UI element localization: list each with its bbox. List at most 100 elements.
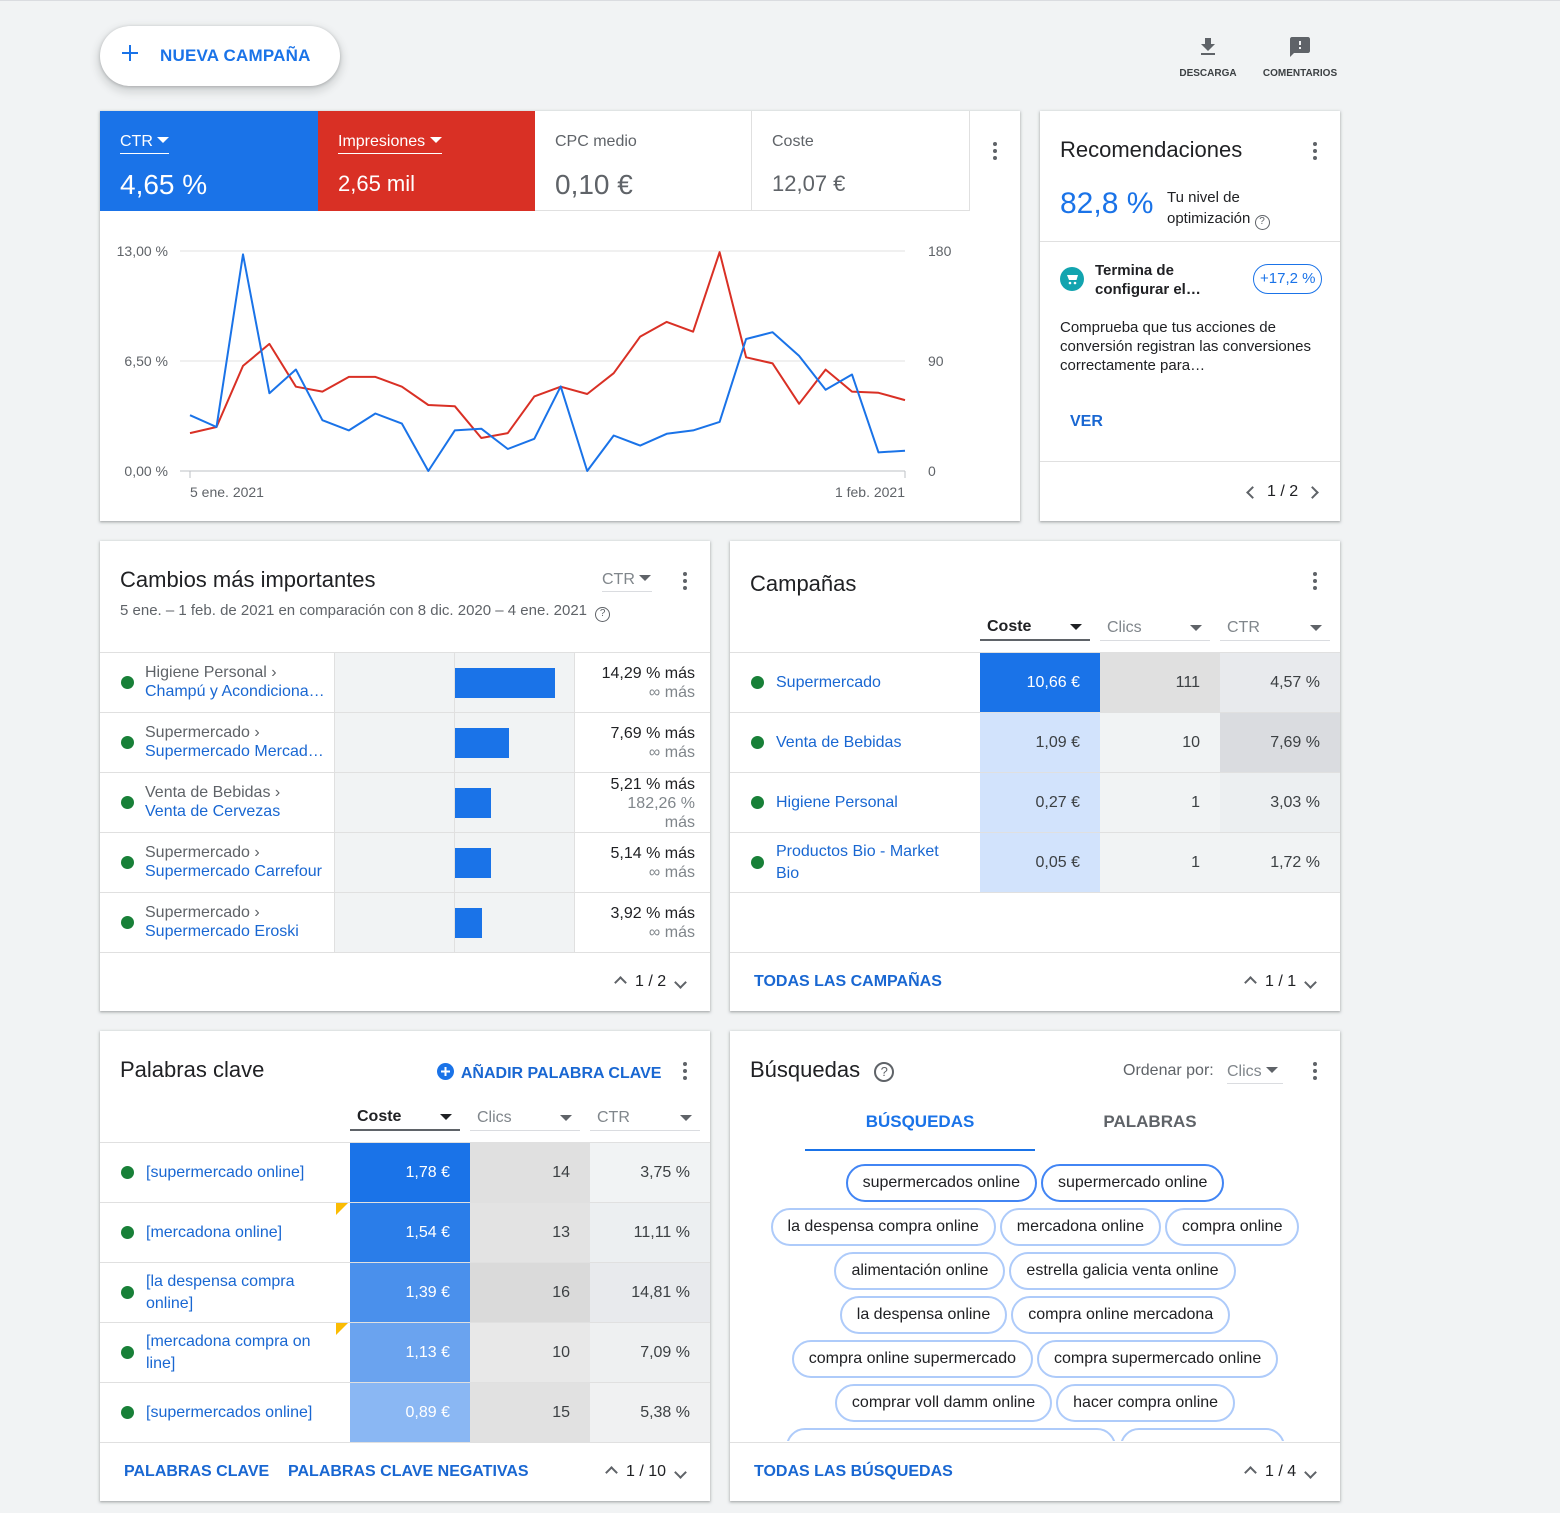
campaign-row[interactable]: Productos Bio - Market Bio 0,05 €1 1,72 % [730, 832, 1340, 893]
search-term-chip[interactable]: alimentación online [834, 1252, 1006, 1290]
keyword-row[interactable]: [mercadona online] 1,54 €13 11,11 % [100, 1202, 710, 1263]
search-term-chip[interactable]: compra supermercado online [1037, 1340, 1279, 1378]
change-bar [455, 848, 491, 878]
searches-more-icon[interactable] [1303, 1059, 1327, 1083]
search-term-chip[interactable] [785, 1428, 1116, 1441]
tab-searches[interactable]: BÚSQUEDAS [805, 1103, 1035, 1151]
campaign-name-link[interactable]: Venta de Bebidas [776, 734, 902, 751]
changes-row[interactable]: Supermercado › Supermercado Mercad… 7,69 %… [100, 712, 710, 772]
campaign-name-link[interactable]: Productos Bio - Market Bio [776, 843, 939, 882]
changes-row[interactable]: Venta de Bebidas › Venta de Cervezas 5,21 … [100, 772, 710, 832]
status-dot [121, 1406, 134, 1419]
search-term-chip[interactable]: supermercado online [1041, 1164, 1225, 1202]
chevron-down-icon[interactable] [1304, 1465, 1318, 1479]
search-term-chip[interactable]: compra online supermercado [791, 1340, 1033, 1378]
keywords-more-icon[interactable] [673, 1059, 697, 1083]
chevron-up-icon[interactable] [614, 975, 627, 989]
search-term-chip[interactable]: hacer compra online [1056, 1384, 1236, 1422]
search-term-chip[interactable]: la despensa compra online [770, 1208, 996, 1246]
changes-more-icon[interactable] [673, 569, 697, 593]
chevron-left-icon[interactable] [1246, 485, 1259, 499]
search-term-chip[interactable]: estrella galicia venta online [1009, 1252, 1236, 1290]
keyword-clicks: 15 [470, 1383, 590, 1443]
new-campaign-button[interactable]: NUEVA CAMPAÑA [100, 26, 340, 86]
performance-more-icon[interactable] [983, 139, 1007, 163]
keywords-link[interactable]: PALABRAS CLAVE [124, 1463, 270, 1480]
changes-metric-select[interactable]: CTR [602, 571, 652, 592]
keywords-col-clicks[interactable]: Clics [470, 1105, 580, 1131]
chip-row-partial [750, 1425, 1320, 1441]
change-child-link[interactable]: Champú y Acondiciona… [145, 683, 325, 700]
status-dot [751, 736, 764, 749]
status-dot [121, 856, 134, 869]
keyword-row[interactable]: [supermercados online] 0,89 €15 5,38 % [100, 1382, 710, 1443]
search-term-chip[interactable]: comprar voll damm online [834, 1384, 1053, 1422]
keyword-link[interactable]: [mercadona online] [146, 1224, 283, 1241]
download-button[interactable]: DESCARGA [1172, 31, 1244, 83]
help-icon[interactable]: ? [874, 1062, 895, 1082]
search-term-chip[interactable]: la despensa online [839, 1296, 1008, 1334]
metric-tile-cost[interactable]: Coste 12,07 € [752, 111, 970, 211]
sort-by-select[interactable]: Clics [1227, 1063, 1283, 1084]
chevron-down-icon[interactable] [674, 1465, 687, 1479]
help-icon[interactable]: ? [1254, 215, 1270, 230]
help-icon[interactable]: ? [595, 607, 611, 622]
chevron-up-icon[interactable] [605, 1465, 618, 1479]
search-term-chip[interactable]: supermercados online [845, 1164, 1037, 1202]
all-campaigns-link[interactable]: TODAS LAS CAMPAÑAS [754, 973, 942, 990]
campaigns-col-cost[interactable]: Coste [980, 615, 1090, 641]
recommendation-view-button[interactable]: VER [1070, 413, 1103, 430]
comments-button[interactable]: COMENTARIOS [1258, 31, 1342, 83]
keyword-link[interactable]: [supermercados online] [146, 1404, 313, 1421]
chevron-down-icon[interactable] [674, 975, 688, 989]
searches-page-count: 1 / 4 [1265, 1463, 1297, 1480]
campaigns-col-clicks[interactable]: Clics [1100, 615, 1210, 641]
changes-row[interactable]: Higiene Personal › Champú y Acondiciona… 1… [100, 652, 710, 712]
comments-label: COMENTARIOS [1262, 68, 1338, 79]
keyword-row[interactable]: [mercadona compra on line] 1,13 €10 7,09 % [100, 1322, 710, 1383]
keywords-col-cost[interactable]: Coste [350, 1105, 460, 1131]
metric-tile-cpc[interactable]: CPC medio 0,10 € [535, 111, 752, 211]
keyword-cost: 1,78 € [350, 1143, 470, 1203]
metric-tile-impressions[interactable]: Impresiones 2,65 mil [318, 111, 535, 211]
search-term-chip[interactable]: compra online mercadona [1011, 1296, 1231, 1334]
campaign-row[interactable]: Higiene Personal 0,27 €1 3,03 % [730, 772, 1340, 833]
changes-row[interactable]: Supermercado › Supermercado Carrefour 5,14… [100, 832, 710, 892]
chip-row: alimentación online estrella galicia vent… [750, 1249, 1320, 1293]
keyword-row[interactable]: [supermercado online] 1,78 €14 3,75 % [100, 1142, 710, 1203]
metric-tile-ctr[interactable]: CTR 4,65 % [100, 111, 318, 211]
chevron-up-icon[interactable] [1244, 1465, 1257, 1479]
negative-keywords-link[interactable]: PALABRAS CLAVE NEGATIVAS [288, 1463, 529, 1480]
campaigns-more-icon[interactable] [1303, 569, 1327, 593]
change-child-link[interactable]: Supermercado Carrefour [145, 863, 322, 880]
search-term-chip[interactable] [1119, 1428, 1285, 1441]
chevron-right-icon[interactable] [1306, 485, 1320, 499]
campaign-row[interactable]: Supermercado 10,66 €111 4,57 % [730, 652, 1340, 713]
add-keyword-button[interactable]: AÑADIR PALABRA CLAVE [437, 1063, 661, 1083]
keyword-link[interactable]: [mercadona compra on line] [146, 1333, 311, 1372]
chevron-up-icon[interactable] [1244, 975, 1257, 989]
campaign-row[interactable]: Venta de Bebidas 1,09 €10 7,69 % [730, 712, 1340, 773]
change-child-link[interactable]: Venta de Cervezas [145, 803, 281, 820]
change-child-link[interactable]: Supermercado Mercad… [145, 743, 324, 760]
campaigns-col-ctr[interactable]: CTR [1220, 615, 1330, 641]
recommendation-item-title[interactable]: Termina de configurar el… [1095, 262, 1201, 298]
campaign-clicks: 1 [1100, 833, 1220, 893]
chevron-down-icon[interactable] [1304, 975, 1318, 989]
keyword-link[interactable]: [supermercado online] [146, 1164, 305, 1181]
keyword-row[interactable]: [la despensa compra online] 1,39 €16 14,81… [100, 1262, 710, 1323]
recommendations-more-icon[interactable] [1303, 139, 1327, 163]
changes-row[interactable]: Supermercado › Supermercado Eroski 3,92 % … [100, 892, 710, 952]
metric-impressions-label[interactable]: Impresiones [338, 133, 442, 154]
tab-words[interactable]: PALABRAS [1035, 1103, 1265, 1151]
search-term-chip[interactable]: mercadona online [999, 1208, 1161, 1246]
keywords-col-ctr[interactable]: CTR [590, 1105, 700, 1131]
search-term-chip[interactable]: compra online [1164, 1208, 1300, 1246]
campaign-name-link[interactable]: Higiene Personal [776, 794, 898, 811]
campaign-name-link[interactable]: Supermercado [776, 674, 881, 691]
keyword-link[interactable]: [la despensa compra online] [146, 1273, 295, 1312]
all-searches-link[interactable]: TODAS LAS BÚSQUEDAS [754, 1463, 953, 1480]
change-child-link[interactable]: Supermercado Eroski [145, 923, 299, 940]
metric-ctr-label[interactable]: CTR [120, 133, 170, 154]
status-dot [121, 796, 134, 809]
